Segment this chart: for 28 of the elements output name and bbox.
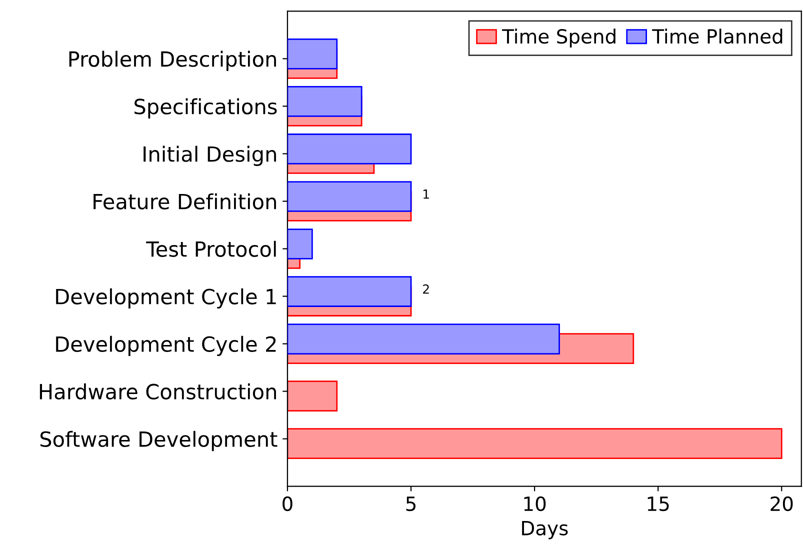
bar: [287, 228, 313, 260]
y-tick-label: Development Cycle 1: [56, 288, 276, 309]
x-tick-label: 15: [648, 496, 669, 512]
bar: [287, 428, 782, 459]
annotation: 1: [423, 190, 429, 199]
bar: [287, 181, 412, 212]
x-axis-title: Days: [522, 521, 568, 540]
legend-label: Time Spend: [502, 28, 616, 48]
x-tick-label: 20: [770, 496, 793, 512]
y-tick-label: Development Cycle 2: [56, 336, 276, 356]
bar: [287, 86, 362, 117]
bar: [287, 38, 338, 70]
bar: [287, 380, 338, 412]
y-tick-label: Hardware Construction: [40, 383, 276, 400]
y-tick-label: Feature Definition: [94, 193, 276, 210]
x-tick-label: 10: [524, 496, 546, 512]
y-tick-label: Software Development: [40, 430, 278, 452]
legend-label: Time Planned: [652, 28, 782, 44]
bar: [287, 324, 560, 354]
bar: [287, 134, 412, 164]
bar: [287, 276, 412, 307]
annotation: 2: [423, 284, 429, 294]
y-tick-label: Problem Description: [69, 50, 276, 71]
y-tick-label: Specifications: [134, 98, 277, 118]
x-tick-label: 0: [282, 496, 292, 512]
y-tick-label: Initial Design: [144, 146, 276, 166]
y-tick-label: Test Protocol: [146, 240, 276, 257]
x-tick-label: 5: [406, 496, 416, 512]
